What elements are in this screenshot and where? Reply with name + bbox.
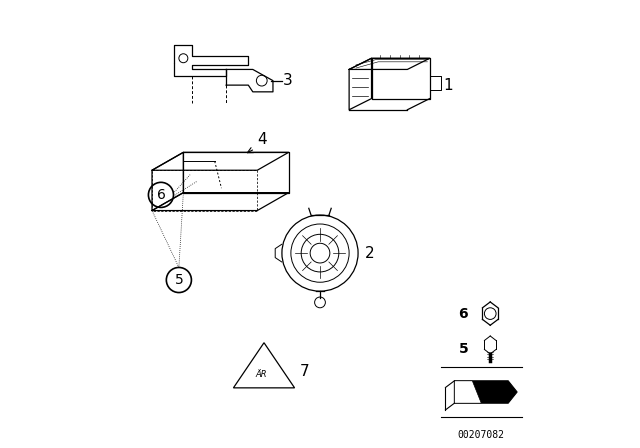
Text: 5: 5 xyxy=(458,342,468,357)
Text: 2: 2 xyxy=(365,246,374,261)
Polygon shape xyxy=(454,381,481,403)
Text: 00207082: 00207082 xyxy=(458,430,505,439)
Text: ÄR: ÄR xyxy=(256,370,268,379)
Text: 6: 6 xyxy=(458,306,468,321)
Text: 7: 7 xyxy=(300,364,310,379)
Text: 5: 5 xyxy=(175,273,183,287)
Text: 3: 3 xyxy=(284,73,293,88)
Text: 6: 6 xyxy=(157,188,165,202)
Polygon shape xyxy=(454,381,517,403)
Text: 4: 4 xyxy=(257,132,267,147)
Text: 1: 1 xyxy=(443,78,453,93)
